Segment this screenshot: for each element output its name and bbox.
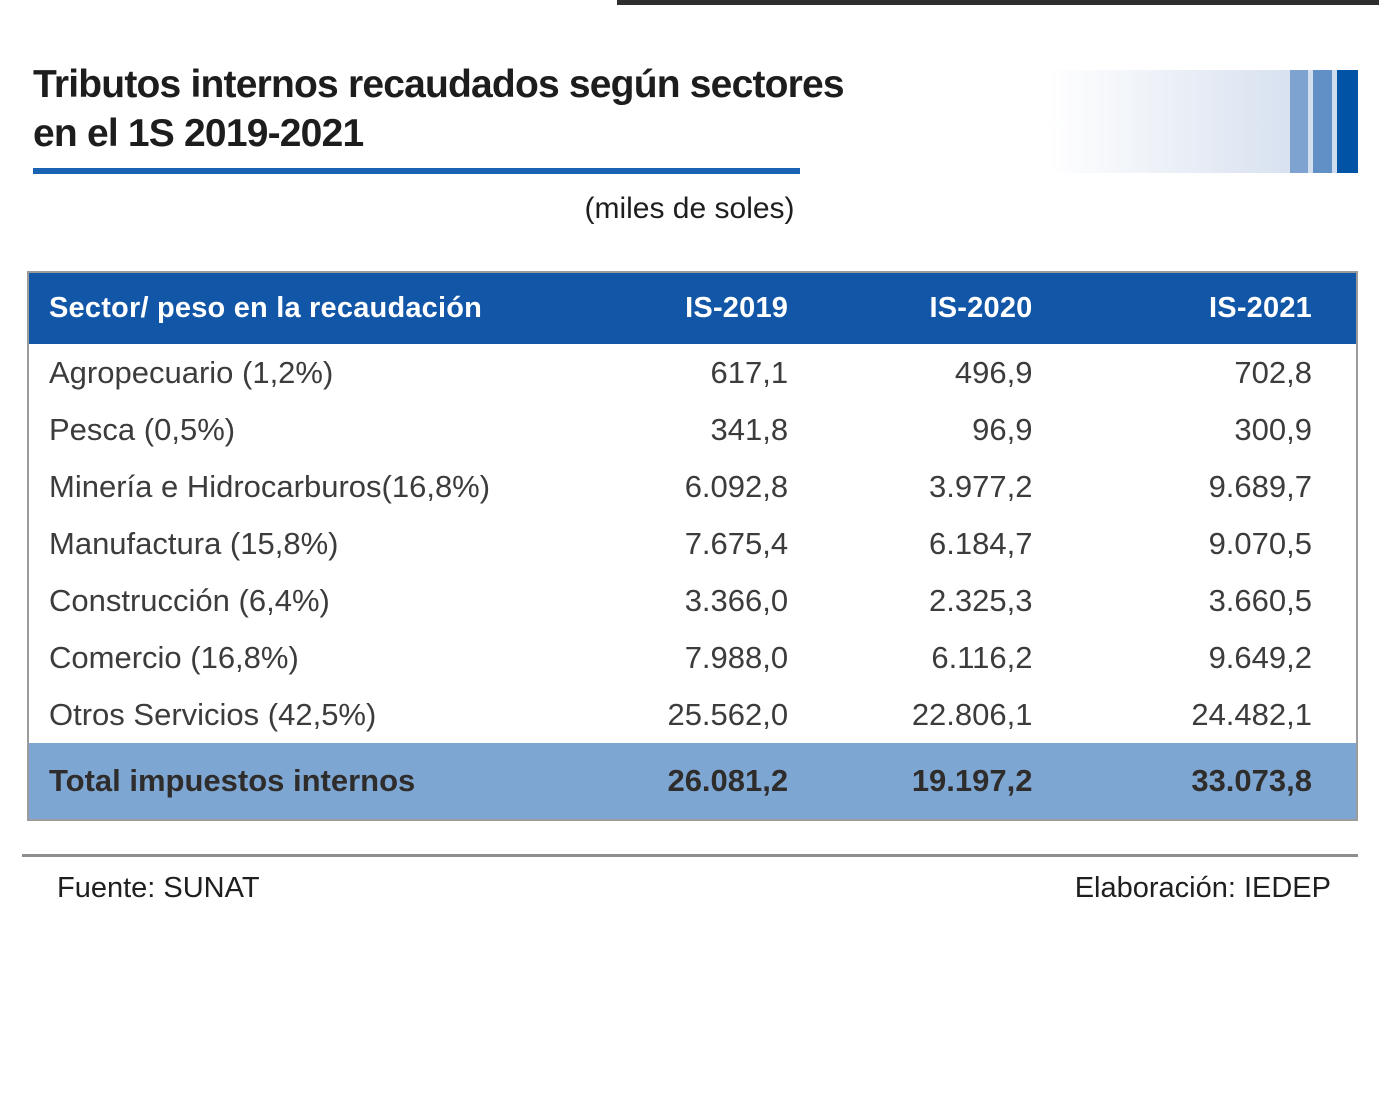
- units-subtitle: (miles de soles): [584, 192, 795, 225]
- table-row: Minería e Hidrocarburos(16,8%) 6.092,8 3…: [28, 458, 1357, 515]
- table-row: Agropecuario (1,2%) 617,1 496,9 702,8: [28, 344, 1357, 401]
- sector-cell: Minería e Hidrocarburos(16,8%): [49, 468, 491, 504]
- value-cell: 22.806,1: [911, 696, 1033, 732]
- value-cell: 7.675,4: [684, 525, 789, 561]
- deco-bar-medium: [1313, 70, 1332, 173]
- value-cell: 6.092,8: [684, 468, 789, 504]
- table-row: Comercio (16,8%) 7.988,0 6.116,2 9.649,2: [28, 629, 1357, 686]
- sector-cell: Pesca (0,5%): [49, 411, 236, 447]
- elaboration-text: Elaboración: IEDEP: [1074, 872, 1331, 904]
- value-cell: 6.184,7: [929, 525, 1033, 561]
- table-total-row: Total impuestos internos 26.081,2 19.197…: [28, 743, 1357, 820]
- sector-cell: Manufactura (15,8%): [49, 525, 339, 561]
- value-cell: 96,9: [972, 411, 1033, 447]
- source-text: Fuente: SUNAT: [57, 872, 260, 904]
- deco-bar-light: [1290, 70, 1308, 173]
- value-cell: 300,9: [1234, 411, 1312, 447]
- value-cell: 496,9: [954, 354, 1033, 390]
- value-cell: 6.116,2: [931, 639, 1033, 675]
- page-title: Tributos internos recaudados según secto…: [33, 60, 993, 158]
- value-cell: 25.562,0: [667, 696, 789, 732]
- table-row: Construcción (6,4%) 3.366,0 2.325,3 3.66…: [28, 572, 1357, 629]
- value-cell: 9.070,5: [1208, 525, 1312, 561]
- sector-cell: Otros Servicios (42,5%): [49, 696, 377, 732]
- total-value-cell: 26.081,2: [667, 763, 789, 798]
- sector-cell: Agropecuario (1,2%): [49, 354, 334, 390]
- value-cell: 3.660,5: [1208, 582, 1312, 618]
- value-cell: 617,1: [710, 354, 789, 390]
- footer-rule: [22, 854, 1358, 857]
- value-cell: 3.366,0: [684, 582, 789, 618]
- value-cell: 3.977,2: [929, 468, 1033, 504]
- value-cell: 9.689,7: [1208, 468, 1312, 504]
- value-cell: 702,8: [1234, 354, 1312, 390]
- total-value-cell: 33.073,8: [1191, 763, 1312, 798]
- table-row: Pesca (0,5%) 341,8 96,9 300,9: [28, 401, 1357, 458]
- sector-cell: Comercio (16,8%): [49, 639, 299, 675]
- value-cell: 24.482,1: [1191, 696, 1312, 732]
- table-row: Manufactura (15,8%) 7.675,4 6.184,7 9.07…: [28, 515, 1357, 572]
- column-header-is2020: IS-2020: [929, 292, 1033, 324]
- sectors-table: Sector/ peso en la recaudación IS-2019 I…: [27, 271, 1358, 821]
- top-rule: [617, 0, 1379, 5]
- total-label-cell: Total impuestos internos: [49, 763, 416, 798]
- column-header-sector: Sector/ peso en la recaudación: [49, 292, 483, 324]
- page-title-line2: en el 1S 2019-2021: [33, 112, 364, 155]
- value-cell: 7.988,0: [684, 639, 789, 675]
- table-row: Otros Servicios (42,5%) 25.562,0 22.806,…: [28, 686, 1357, 743]
- deco-bar-dark: [1337, 70, 1358, 173]
- value-cell: 2.325,3: [929, 582, 1033, 618]
- gradient-band-decoration: [1048, 70, 1358, 173]
- column-header-is2021: IS-2021: [1209, 292, 1312, 324]
- title-underline: [33, 168, 800, 174]
- sector-cell: Construcción (6,4%): [49, 582, 330, 618]
- column-header-is2019: IS-2019: [685, 292, 789, 324]
- value-cell: 9.649,2: [1208, 639, 1312, 675]
- value-cell: 341,8: [710, 411, 789, 447]
- total-value-cell: 19.197,2: [911, 763, 1033, 798]
- page-title-line1: Tributos internos recaudados según secto…: [33, 63, 845, 106]
- table-header-row: Sector/ peso en la recaudación IS-2019 I…: [28, 272, 1357, 344]
